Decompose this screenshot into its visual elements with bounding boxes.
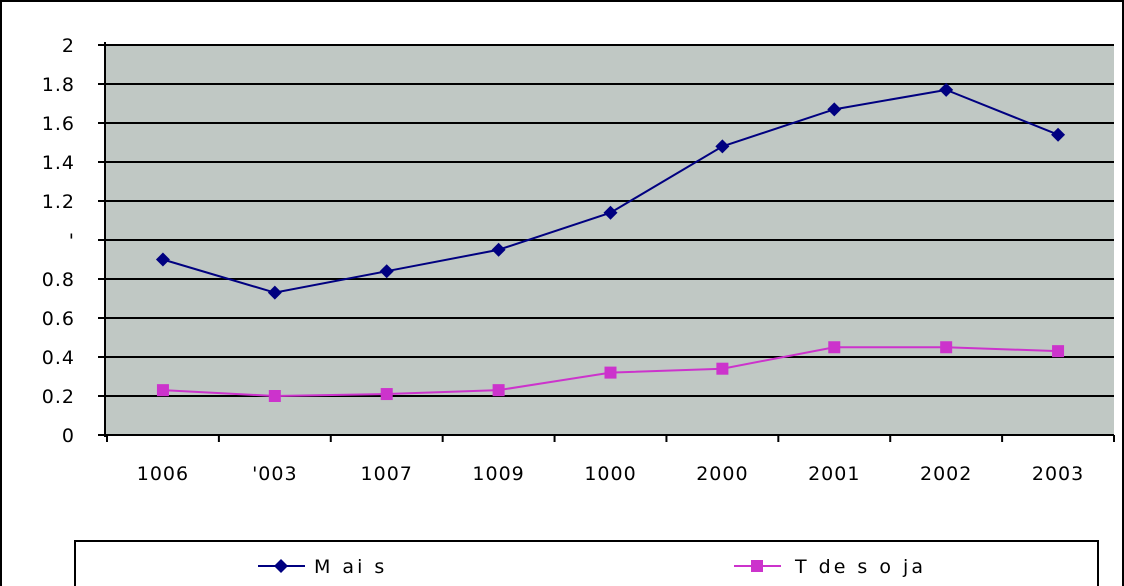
- x-tick-label: 1006: [137, 463, 189, 485]
- y-tick-label: 0.4: [42, 347, 75, 369]
- legend-item-mais: M ai s: [258, 556, 387, 578]
- data-point: [827, 102, 842, 117]
- data-point: [604, 366, 617, 379]
- data-point: [380, 388, 393, 401]
- legend-item-soja: T de s o ja: [734, 556, 926, 578]
- series-1: [156, 341, 1065, 402]
- gridlines: [105, 44, 1114, 397]
- data-point: [716, 362, 729, 375]
- data-point: [1052, 345, 1065, 358]
- x-tick-label: 1009: [472, 463, 524, 485]
- series-0: [155, 82, 1066, 300]
- data-point: [715, 139, 730, 154]
- x-tick-label: 2001: [808, 463, 860, 485]
- x-tick-label: 1007: [361, 463, 413, 485]
- data-point: [268, 390, 281, 402]
- y-axis: 0 0.2 0.4 0.6 0.8 ' 1.2 1.4 1.6 1.8 2: [42, 35, 106, 447]
- data-point: [940, 341, 953, 354]
- data-point: [828, 341, 841, 354]
- legend-label-mais: M ai s: [314, 556, 387, 578]
- data-point: [155, 252, 170, 267]
- data-point: [267, 285, 282, 300]
- data-point: [1051, 127, 1066, 142]
- legend-marker-soja: [751, 560, 763, 572]
- y-tick-label: 1.2: [42, 191, 75, 213]
- series-layer: [155, 82, 1066, 402]
- y-tick-label: 0.2: [42, 386, 75, 408]
- y-tick-label: ': [69, 230, 75, 252]
- legend-box: [74, 540, 1099, 586]
- y-tick-label: 1.6: [42, 113, 75, 135]
- data-point: [492, 384, 505, 397]
- data-point: [939, 82, 954, 97]
- x-tick-label: 2003: [1032, 463, 1084, 485]
- legend: M ai s T de s o ja: [74, 540, 1099, 586]
- data-point: [491, 242, 506, 257]
- y-tick-label: 2: [62, 35, 75, 57]
- data-point: [379, 264, 394, 279]
- data-point: [156, 384, 169, 397]
- x-tick-label: 2000: [696, 463, 748, 485]
- data-point: [603, 205, 618, 220]
- x-tick-label: 1000: [584, 463, 636, 485]
- x-tick-label: 2002: [920, 463, 972, 485]
- legend-marker-mais: [274, 559, 288, 573]
- y-tick-label: 0.6: [42, 308, 75, 330]
- y-tick-label: 1.4: [42, 152, 75, 174]
- y-tick-label: 1.8: [42, 74, 75, 96]
- x-axis: 1006 '003 1007 1009 1000 2000 2001 2002 2003: [105, 434, 1115, 485]
- y-tick-label: 0: [62, 425, 75, 447]
- legend-label-soja: T de s o ja: [794, 556, 926, 578]
- x-tick-label: '003: [252, 463, 298, 485]
- y-tick-label: 0.8: [42, 269, 75, 291]
